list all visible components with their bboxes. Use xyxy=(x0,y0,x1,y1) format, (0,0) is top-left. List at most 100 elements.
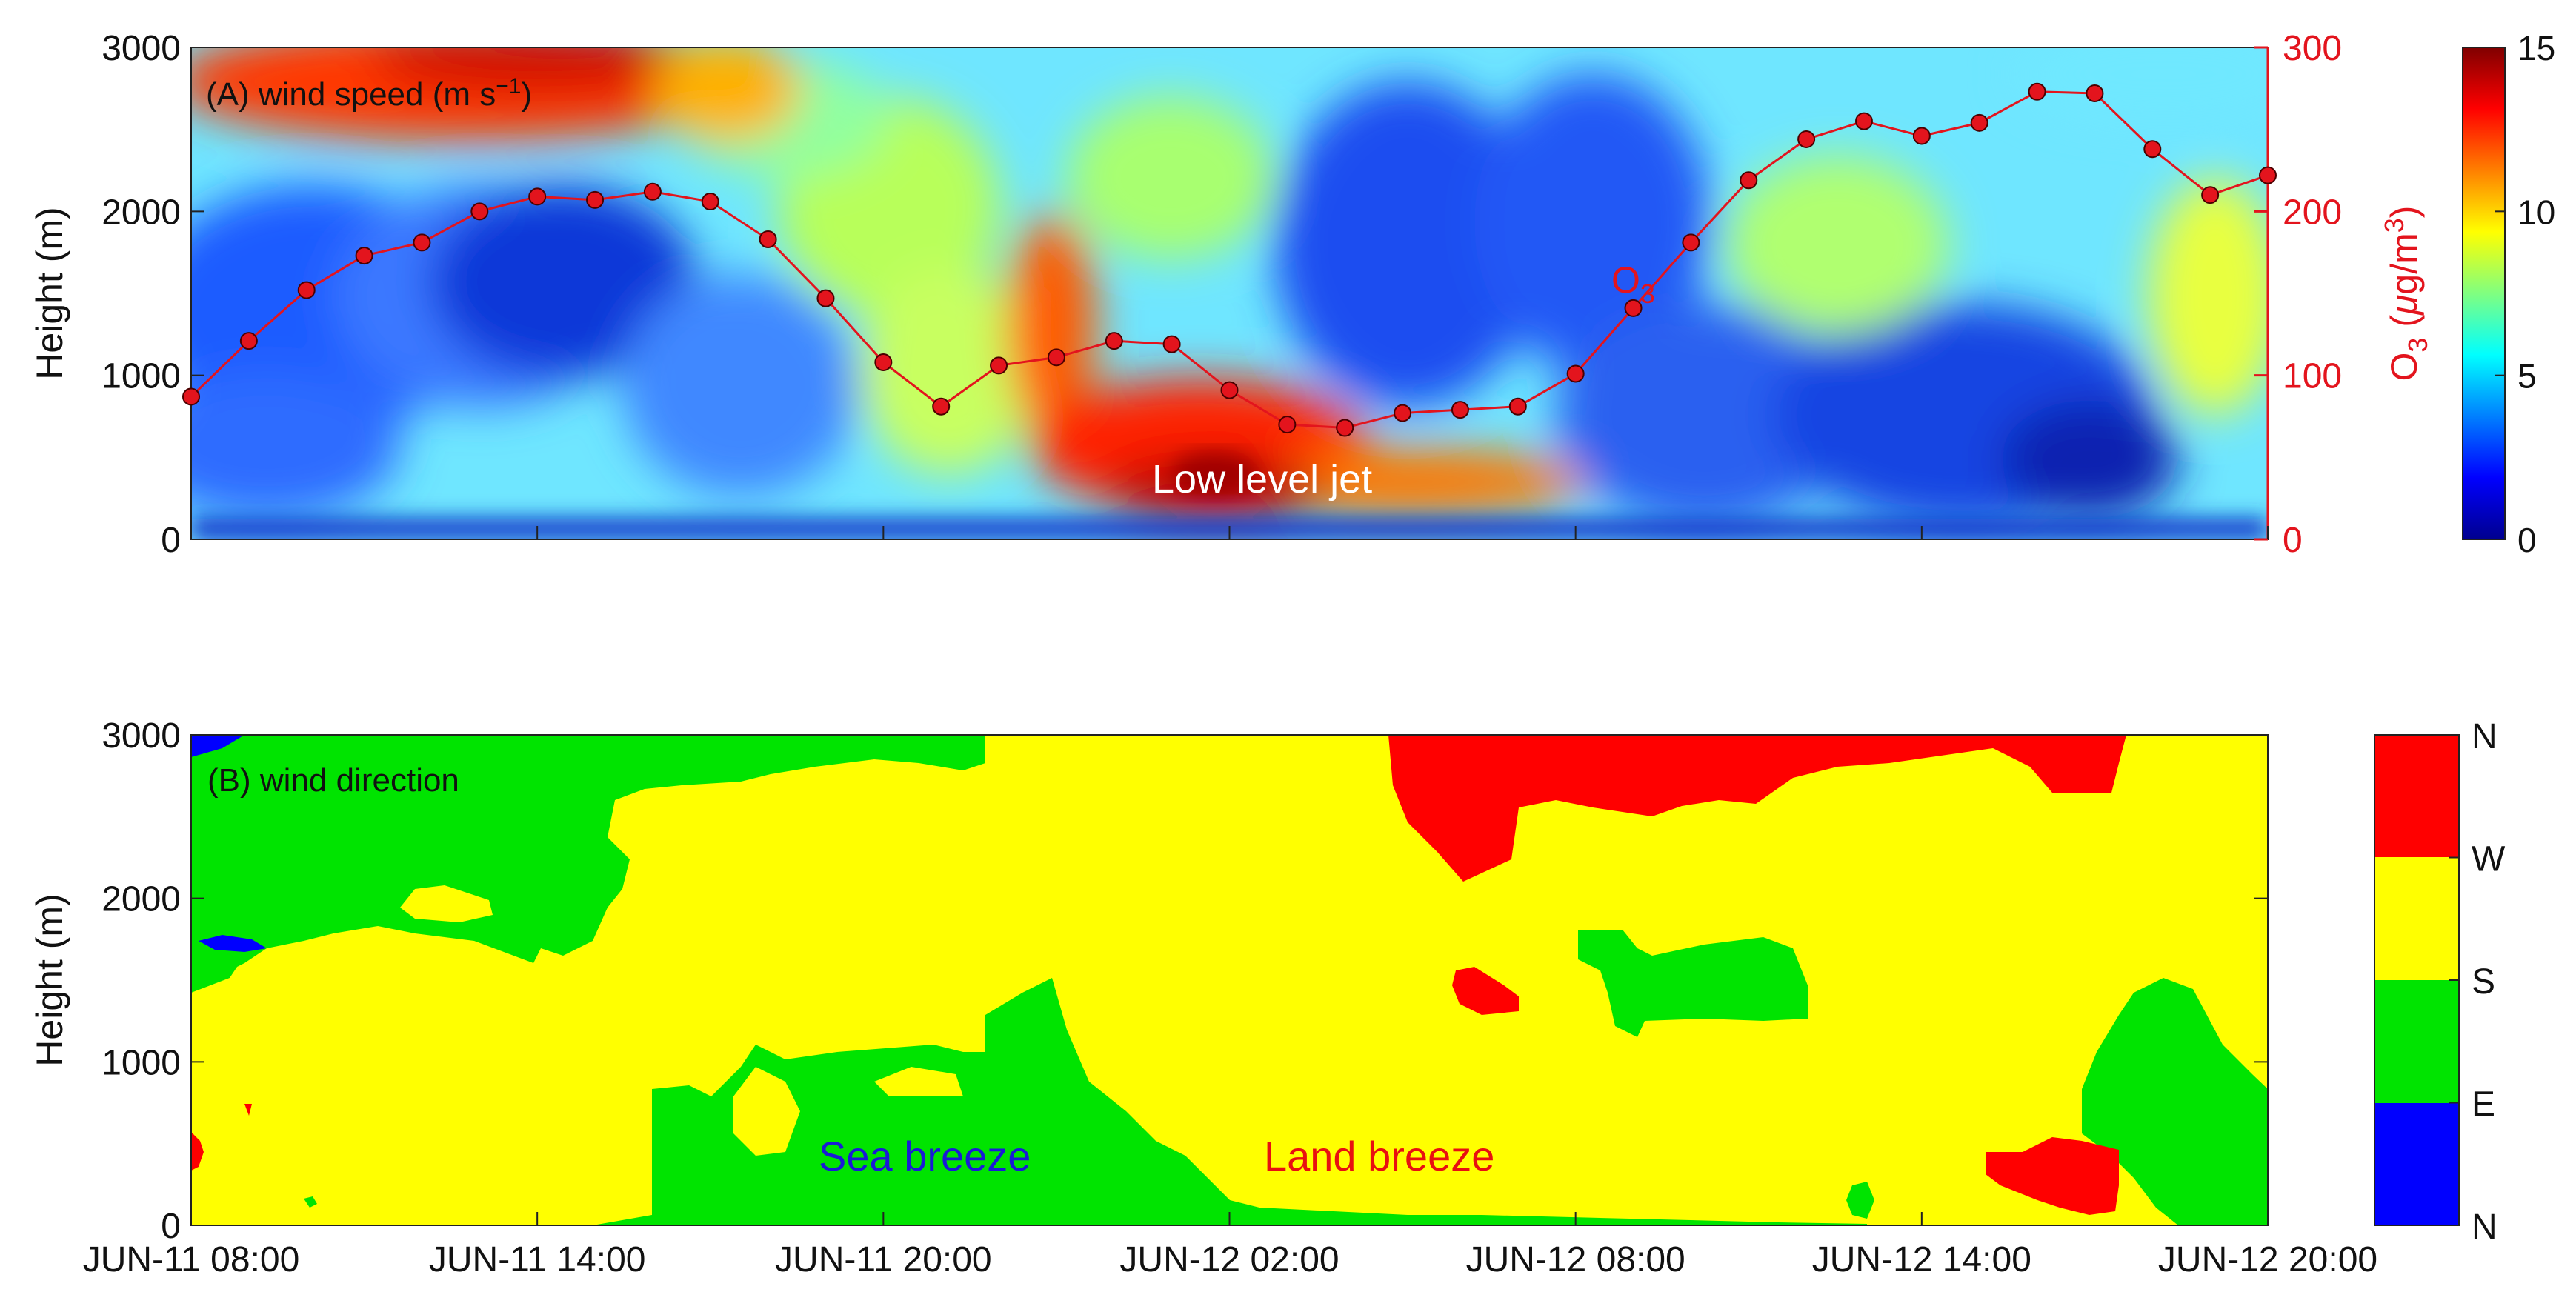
panel-b-x-axis: JUN-11 08:00 JUN-11 14:00 JUN-11 20:00 JUN-… xyxy=(83,526,2377,1279)
o3-point xyxy=(990,356,1008,375)
colorbar-b-east-north xyxy=(2374,1103,2459,1225)
o3-point xyxy=(1970,113,1988,132)
o3-tick-label: 100 xyxy=(2283,357,2342,396)
o3-point xyxy=(182,387,200,406)
x-tick-label: JUN-12 20:00 xyxy=(2158,1240,2377,1279)
dir-east-south-region-right-upper xyxy=(1578,930,1808,1037)
dir-east-spot2 xyxy=(304,1196,317,1208)
y-tick-label: 2000 xyxy=(101,193,181,232)
o3-point xyxy=(297,281,316,299)
wind-direction-colorbar-ticks: N W S E N xyxy=(2449,717,2506,1247)
x-tick-label: JUN-11 08:00 xyxy=(83,1240,300,1279)
o3-point xyxy=(239,332,258,350)
y-tick-label: 3000 xyxy=(101,716,181,756)
o3-point xyxy=(1336,419,1354,437)
colorbar-a-tick-label: 10 xyxy=(2517,193,2555,231)
y-tick-label: 3000 xyxy=(101,29,181,68)
dir-yellow-patch-upper-left xyxy=(400,885,493,922)
dir-north-west-region-lower xyxy=(1986,1137,2119,1215)
colorbar-b-tick-label: N xyxy=(2472,717,2497,756)
o3-tick-label: 200 xyxy=(2283,193,2342,232)
dir-east-spot xyxy=(1846,1182,1874,1219)
o3-point xyxy=(1854,112,1873,130)
x-tick-label: JUN-12 14:00 xyxy=(1812,1240,2031,1279)
wind-speed-colorbar xyxy=(2462,47,2506,540)
o3-point xyxy=(1682,233,1700,252)
o3-point xyxy=(874,353,893,371)
dir-north-east-spot-top xyxy=(191,735,244,757)
colorbar-a-tick-label: 5 xyxy=(2517,357,2537,396)
o3-point xyxy=(1047,348,1065,367)
o3-series xyxy=(182,82,2277,437)
o3-point xyxy=(1394,404,1412,422)
y-tick-label: 1000 xyxy=(101,357,181,396)
low-level-jet-label: Low level jet xyxy=(1152,457,1372,502)
panel-b-left-axis: 0 1000 2000 3000 xyxy=(101,716,204,1246)
panel-b-label: (B) wind direction xyxy=(207,762,459,799)
panel-a-o3-axis: 0 100 200 300 xyxy=(2254,29,2342,560)
land-breeze-label: Land breeze xyxy=(1264,1133,1494,1179)
o3-point xyxy=(413,233,431,252)
o3-point xyxy=(1278,416,1297,434)
colorbar-b-tick-label: E xyxy=(2472,1085,2495,1125)
colorbar-b-west-south xyxy=(2374,857,2459,980)
panel-a-left-axis: 0 1000 2000 3000 xyxy=(101,29,204,560)
colorbar-b-south-east xyxy=(2374,980,2459,1103)
panel-b-ylabel: Height (m) xyxy=(29,893,70,1066)
o3-point xyxy=(816,289,835,307)
o3-point xyxy=(643,182,662,201)
o3-point xyxy=(2201,186,2220,204)
colorbar-b-north-west xyxy=(2374,735,2459,857)
panel-a-o3-axis-label: O3 (μg/m3) xyxy=(2379,206,2433,382)
o3-point xyxy=(1740,171,1758,190)
wind-speed-colorbar-ticks: 0 5 10 15 xyxy=(2495,29,2555,559)
o3-point xyxy=(2028,82,2046,101)
y-tick-label: 0 xyxy=(161,1207,181,1246)
wind-direction-colorbar xyxy=(2374,734,2460,1226)
o3-point xyxy=(759,230,777,248)
o3-point xyxy=(1797,130,1816,148)
o3-point xyxy=(470,202,489,221)
x-tick-label: JUN-11 20:00 xyxy=(775,1240,992,1279)
o3-point xyxy=(528,187,547,206)
dir-north-west-speck-left xyxy=(191,1132,204,1171)
o3-tick-label: 0 xyxy=(2283,521,2303,560)
dir-north-west-speck-left2 xyxy=(244,1104,252,1116)
o3-tick-label: 300 xyxy=(2283,29,2342,68)
y-tick-label: 0 xyxy=(161,521,181,560)
o3-point xyxy=(1508,397,1527,416)
dir-north-east-spot-left xyxy=(199,935,267,952)
o3-point xyxy=(1566,364,1585,383)
colorbar-a-tick-label: 0 xyxy=(2517,521,2537,559)
colorbar-a-tick-label: 15 xyxy=(2517,29,2555,67)
o3-point xyxy=(1220,381,1239,399)
sea-breeze-label: Sea breeze xyxy=(819,1133,1031,1179)
dir-yellow-patch-sea xyxy=(733,1067,800,1156)
colorbar-b-tick-label: S xyxy=(2472,962,2495,1002)
dir-east-south-region-left xyxy=(191,735,985,985)
dir-north-west-spot-mid xyxy=(1452,967,1519,1015)
o3-point xyxy=(932,397,951,416)
o3-point xyxy=(1912,127,1931,145)
o3-point xyxy=(701,193,719,211)
panel-a-label: (A) wind speed (m s−1) xyxy=(206,74,532,113)
x-tick-label: JUN-12 08:00 xyxy=(1466,1240,1685,1279)
dir-north-west-region-top xyxy=(1388,735,2126,882)
panel-a-ylabel: Height (m) xyxy=(29,207,70,379)
dir-east-south-region-right xyxy=(2082,978,2268,1225)
panel-b: 0 1000 2000 3000 Height (m) (B) wind direct… xyxy=(29,526,2506,1279)
panel-b-right-axis xyxy=(2254,734,2268,1226)
colorbar-b-tick-label: W xyxy=(2472,840,2506,879)
o3-point xyxy=(2143,140,2162,159)
o3-point xyxy=(1624,299,1643,317)
dir-yellow-patch-sea2 xyxy=(874,1067,963,1096)
y-tick-label: 1000 xyxy=(101,1043,181,1082)
wind-direction-field xyxy=(191,735,2268,1225)
o3-point xyxy=(1105,332,1123,350)
o3-point xyxy=(586,190,605,209)
o3-point xyxy=(2259,166,2277,184)
o3-point xyxy=(1162,335,1181,353)
colorbar-b-tick-label: N xyxy=(2472,1208,2497,1247)
